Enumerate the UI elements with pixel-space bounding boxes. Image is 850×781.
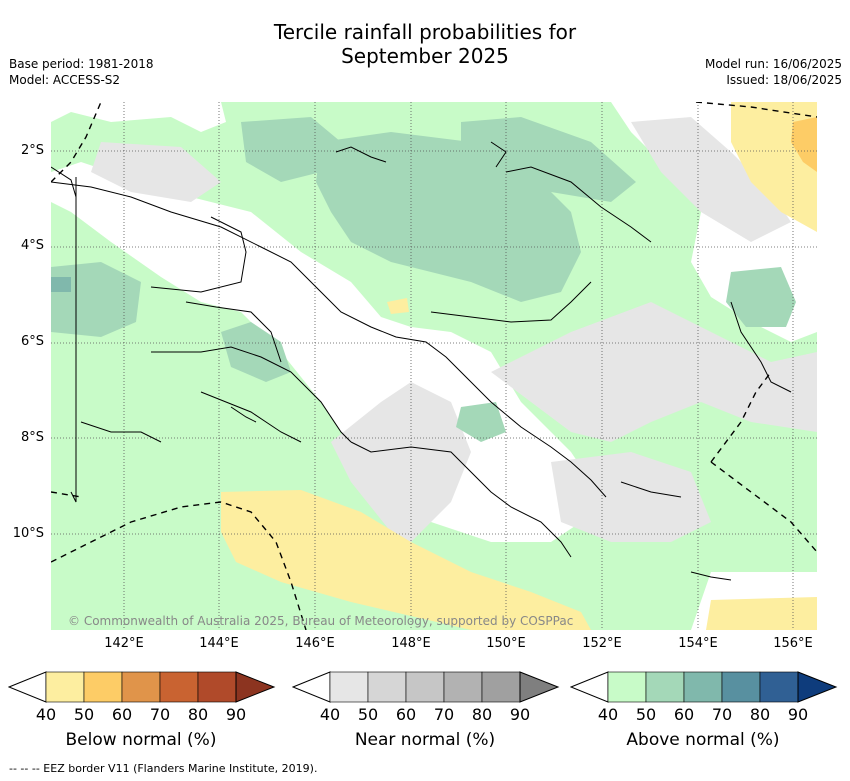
below-normal-swatch (121, 671, 161, 703)
near-normal-swatch (443, 671, 483, 703)
below-normal-colorbar (8, 671, 276, 703)
meta-right: Model run: 16/06/2025 Issued: 18/06/2025 (705, 56, 842, 88)
above-normal-tick: 70 (711, 705, 733, 724)
below-normal-tick: 40 (35, 705, 57, 724)
above-normal-colorbar (570, 671, 838, 703)
lon-label-142e: 142°E (104, 636, 144, 651)
copyright-note: © Commonwealth of Australia 2025, Bureau… (68, 614, 574, 628)
near-normal-east (631, 117, 791, 242)
below-normal-swatch (197, 671, 237, 703)
below-normal-tick: 60 (111, 705, 133, 724)
lat-label-4s: 4°S (20, 238, 44, 253)
lon-label-146e: 146°E (295, 636, 335, 651)
near-normal-tick: 40 (319, 705, 341, 724)
near-normal-under-triangle (292, 671, 331, 703)
near-normal-north (91, 142, 221, 202)
near-normal-tick: 90 (509, 705, 531, 724)
near-normal-south (331, 382, 471, 542)
model-run: Model run: 16/06/2025 (704, 57, 842, 71)
below-normal-under-triangle (8, 671, 47, 703)
above-normal-tick: 50 (635, 705, 657, 724)
above-normal-50-north (241, 117, 341, 182)
near-normal-southeast (551, 452, 711, 542)
above-normal-over-triangle (797, 671, 838, 703)
above-normal-swatch (645, 671, 685, 703)
coastlines (51, 141, 792, 581)
above-normal-swatch (721, 671, 761, 703)
lon-label-152e: 152°E (582, 636, 622, 651)
title-line-2: September 2025 (341, 44, 509, 68)
above-normal-tick: 40 (597, 705, 619, 724)
eez-borders (51, 102, 817, 630)
above-normal-under-triangle (570, 671, 609, 703)
near-normal-colorbar (292, 671, 560, 703)
lon-label-156e: 156°E (773, 636, 813, 651)
above-normal-50-west (51, 262, 141, 337)
near-normal-tick: 60 (395, 705, 417, 724)
above-normal-tick: 60 (673, 705, 695, 724)
issued-date: Issued: 18/06/2025 (726, 73, 842, 87)
white-region-north (51, 102, 226, 132)
map-title: Tercile rainfall probabilities for Septe… (0, 20, 850, 68)
near-normal-central (491, 302, 817, 442)
lon-label-154e: 154°E (678, 636, 718, 651)
map-svg (51, 102, 817, 630)
base-period: Base period: 1981-2018 (9, 57, 154, 71)
below-normal-southeast (706, 597, 817, 630)
below-normal-over-triangle (235, 671, 276, 703)
near-normal-tick: 50 (357, 705, 379, 724)
meta-left: Base period: 1981-2018 Model: ACCESS-S2 (9, 56, 154, 88)
below-normal-swatch (159, 671, 199, 703)
near-normal-legend-title: Near normal (%) (354, 730, 496, 750)
below-normal-legend-title: Below normal (%) (65, 730, 217, 750)
lat-label-10s: 10°S (12, 526, 44, 541)
above-normal-swatch (607, 671, 647, 703)
lat-label-2s: 2°S (20, 143, 44, 158)
near-normal-swatch (405, 671, 445, 703)
near-normal-tick: 70 (433, 705, 455, 724)
near-normal-swatch (329, 671, 369, 703)
near-normal-over-triangle (519, 671, 560, 703)
above-normal-swatch (683, 671, 723, 703)
above-normal-50-mid (221, 322, 291, 382)
lat-label-8s: 8°S (20, 430, 44, 445)
below-normal-swatch (45, 671, 85, 703)
gridlines (51, 102, 817, 630)
below-normal-50-ne (791, 117, 817, 172)
title-line-1: Tercile rainfall probabilities for (273, 20, 577, 44)
map-panel: © Commonwealth of Australia 2025, Bureau… (51, 102, 817, 630)
above-normal-swatch (759, 671, 799, 703)
above-normal-50-east (726, 267, 796, 327)
above-normal-50-patch (456, 402, 506, 442)
near-normal-tick: 80 (471, 705, 493, 724)
eez-footnote: -- -- -- EEZ border V11 (Flanders Marine… (9, 762, 318, 775)
above-normal-60-west (51, 277, 71, 292)
lon-label-144e: 144°E (199, 636, 239, 651)
below-normal-tick: 80 (187, 705, 209, 724)
above-normal-tick: 90 (787, 705, 809, 724)
near-normal-swatch (367, 671, 407, 703)
below-normal-tick: 90 (225, 705, 247, 724)
above-normal-50-ne (461, 117, 636, 202)
lon-label-150e: 150°E (486, 636, 526, 651)
model-name: Model: ACCESS-S2 (9, 73, 121, 87)
below-normal-south (221, 490, 591, 630)
near-normal-swatch (481, 671, 521, 703)
lat-label-6s: 6°S (20, 334, 44, 349)
below-normal-tick: 50 (73, 705, 95, 724)
below-normal-patch (387, 298, 409, 314)
below-normal-swatch (83, 671, 123, 703)
above-normal-tick: 80 (749, 705, 771, 724)
above-normal-legend-title: Above normal (%) (626, 730, 780, 750)
below-normal-tick: 70 (149, 705, 171, 724)
lon-label-148e: 148°E (391, 636, 431, 651)
